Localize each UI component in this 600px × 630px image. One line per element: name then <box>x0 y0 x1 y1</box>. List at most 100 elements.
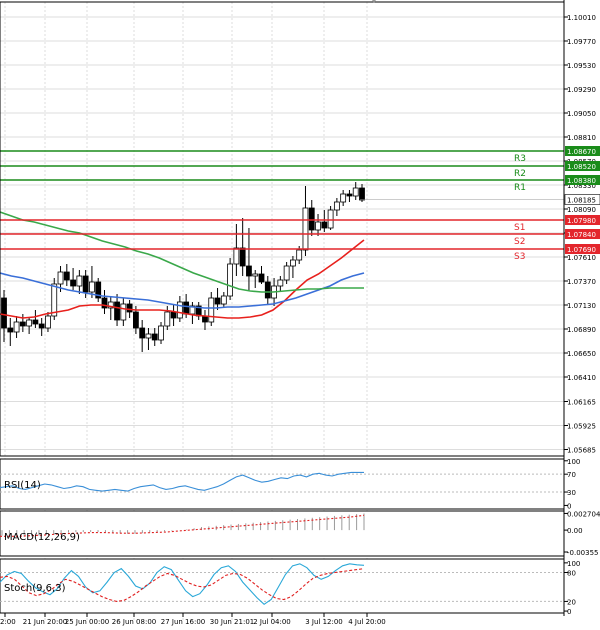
pivot-level-price: 1.07690 <box>567 246 596 254</box>
bear-candle <box>132 311 139 329</box>
moving-average-line <box>0 239 365 319</box>
bear-candle <box>101 297 108 309</box>
bull-candle <box>296 249 303 261</box>
bull-candle <box>13 321 20 333</box>
bull-candle <box>189 305 196 315</box>
time-axis-label: 27 Jun 16:00 <box>161 618 205 626</box>
price-axis-label: 1.07130 <box>567 302 596 310</box>
price-axis-label: 1.05685 <box>567 447 596 455</box>
price-axis-label: 1.08330 <box>567 182 596 190</box>
macd-title: MACD(12,26,9) <box>4 532 80 543</box>
pivot-level-price-box <box>565 244 600 254</box>
pivot-level-name: R2 <box>514 169 526 179</box>
pivot-level-price-box <box>565 175 600 185</box>
bear-candle <box>70 279 76 287</box>
time-axis-label: 3 Jul 12:00 <box>305 618 343 626</box>
stoch-title: Stoch(9,6,3) <box>4 583 66 594</box>
bull-candle <box>233 247 240 265</box>
bull-candle <box>45 315 51 329</box>
pivot-level-price: 1.08380 <box>567 177 596 185</box>
price-axis-label: 1.06890 <box>567 326 596 334</box>
bull-candle <box>176 301 183 319</box>
bull-candle <box>89 281 95 293</box>
macd-axis-label: 0.002704 <box>567 510 600 518</box>
price-axis-label: 1.09530 <box>567 62 596 70</box>
time-axis-label: 25 Jun 00:00 <box>65 618 109 626</box>
bull-candle <box>107 301 114 309</box>
stoch-axis-label: 80 <box>567 570 576 578</box>
pivot-level-name: S3 <box>514 252 525 262</box>
stoch-main-line <box>0 563 365 606</box>
macd-axis-label: -0.00355 <box>567 549 598 557</box>
macd-signal-line <box>0 514 365 537</box>
current-price-label: 1.08185 <box>567 197 596 205</box>
moving-average-line <box>0 211 364 293</box>
price-axis-label: 1.07610 <box>567 254 596 262</box>
pivot-level-name: S2 <box>514 237 525 247</box>
bull-candle <box>26 319 33 327</box>
bull-candle <box>252 273 259 277</box>
bull-candle <box>145 333 152 339</box>
bear-candle <box>7 327 14 333</box>
stoch-panel-frame <box>0 558 565 614</box>
bull-candle <box>352 187 359 197</box>
stoch-axis-label: 20 <box>567 598 576 606</box>
bear-candle <box>114 301 120 321</box>
bear-candle <box>38 323 45 329</box>
bull-candle <box>220 295 227 305</box>
bear-candle <box>321 221 328 229</box>
price-axis-label: 1.08810 <box>567 134 596 142</box>
bear-candle <box>258 273 265 283</box>
bear-candle <box>19 321 26 327</box>
macd-axis-label: 0.00 <box>567 527 583 535</box>
price-axis-label: 1.09770 <box>567 38 596 46</box>
bull-candle <box>164 311 171 327</box>
price-axis-label: 1.07370 <box>567 278 596 286</box>
price-axis-label: 1.09290 <box>567 86 596 94</box>
pivot-level-price: 1.07980 <box>567 217 596 225</box>
bull-candle <box>76 275 83 287</box>
scroll-marker-icon <box>372 0 376 3</box>
bear-candle <box>151 333 158 341</box>
price-axis-label: 1.05925 <box>567 423 596 431</box>
pivot-level-price-box <box>565 146 600 156</box>
bear-candle <box>170 311 177 319</box>
main-panel-bg <box>0 2 564 456</box>
price-axis-label: 1.10010 <box>567 14 596 22</box>
price-axis-label: 1.06165 <box>567 399 596 407</box>
pivot-level-price-box <box>565 229 600 239</box>
price-axis-label: 1.09050 <box>567 110 596 118</box>
bull-candle <box>277 279 284 287</box>
bull-candle <box>57 271 64 285</box>
rsi-axis-label: 30 <box>567 489 576 497</box>
rsi-line <box>0 471 364 492</box>
bull-candle <box>333 201 340 211</box>
rsi-axis-label: 70 <box>567 471 576 479</box>
bear-candle <box>308 207 315 231</box>
macd-panel-frame <box>0 510 565 557</box>
bear-candle <box>214 297 221 305</box>
bear-candle <box>246 265 252 277</box>
bear-candle <box>264 281 271 299</box>
bull-candle <box>120 303 127 321</box>
bull-candle <box>227 263 234 297</box>
bear-candle <box>82 275 89 293</box>
bear-candle <box>359 187 365 201</box>
current-price-box <box>564 194 600 205</box>
bear-candle <box>63 271 70 281</box>
rsi-axis-label: 0 <box>567 502 571 510</box>
time-axis-label: 26 Jun 08:00 <box>112 618 156 626</box>
bull-candle <box>315 221 321 231</box>
time-axis-label: 30 Jun 21:01 <box>210 618 254 626</box>
pivot-level-price: 1.08520 <box>567 163 596 171</box>
bull-candle <box>340 193 347 203</box>
moving-average-line <box>0 272 365 309</box>
rsi-title: RSI(14) <box>4 480 41 491</box>
bear-candle <box>95 281 102 299</box>
stoch-signal-line <box>0 568 365 602</box>
bear-candle <box>346 193 353 197</box>
bull-candle <box>327 209 334 229</box>
pivot-level-price: 1.07840 <box>567 231 596 239</box>
price-axis-label: 1.06410 <box>567 374 596 382</box>
bull-candle <box>302 207 309 251</box>
